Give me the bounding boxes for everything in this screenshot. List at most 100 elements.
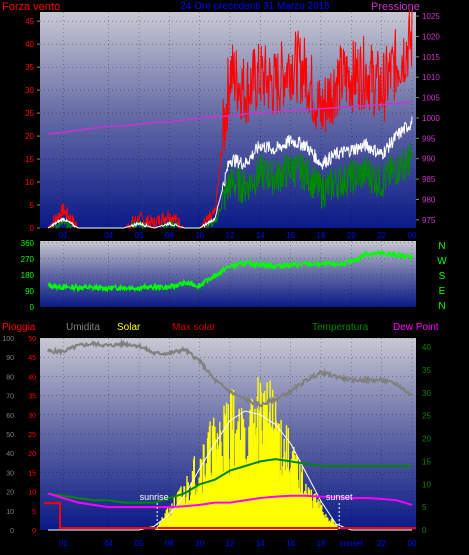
temperature-y-tick-label: 30	[422, 389, 431, 398]
compass-label-n: N	[438, 241, 445, 252]
wind-y-tick-label: 30	[25, 86, 34, 95]
rain-x-tick-label: 00	[408, 539, 417, 548]
humidity-line	[47, 338, 413, 410]
solar-bar	[252, 447, 254, 530]
rain-y-tick-label: 40	[28, 374, 36, 381]
wind-x-tick-label: 20	[347, 231, 356, 240]
direction-y-tick-label: 180	[21, 271, 35, 280]
rain-y-tick-label: 45	[28, 355, 36, 362]
wind-x-tick-label: 14	[256, 231, 265, 240]
max-solar-line	[48, 410, 412, 531]
compass-label-e: E	[439, 286, 446, 297]
rain-y-tick-label: 15	[28, 470, 36, 477]
wind-y-tick-label: 20	[25, 132, 34, 141]
pressure-y-tick-label: 1025	[422, 12, 440, 21]
rain-x-tick-label: 01	[59, 539, 68, 548]
direction-y-tick-label: 360	[21, 239, 35, 248]
compass-label-n: N	[438, 301, 445, 312]
wind-x-tick-label: 00	[408, 231, 417, 240]
pressure-y-tick-label: 1010	[422, 73, 440, 82]
wind-x-tick-label: 10	[195, 231, 204, 240]
rain-y-tick-label: 0	[32, 528, 36, 535]
rain-x-tick-label: sunset	[340, 539, 364, 548]
rain-y-tick-label: 35	[28, 394, 36, 401]
humidity-y-tick-label: 50	[6, 432, 14, 439]
wind-x-tick-label: 04	[104, 231, 113, 240]
humidity-y-axis: 0 10 20 30 40 50 60 70 80 90 100	[2, 336, 14, 535]
legend-item: Solar	[117, 322, 141, 333]
compass-label-s: S	[439, 271, 446, 282]
wind-series	[47, 9, 413, 230]
temperature-y-tick-label: 20	[422, 435, 431, 444]
rain-x-tick-label: 10	[195, 539, 204, 548]
rain-x-tick-label: 12	[226, 539, 235, 548]
solar-bar	[193, 456, 195, 530]
humidity-y-tick-label: 20	[6, 490, 14, 497]
wind-y-tick-label: 40	[25, 40, 34, 49]
solar-bar	[233, 390, 235, 530]
wind-x-tick-label: 16	[286, 231, 295, 240]
temperature-y-tick-label: 15	[422, 457, 431, 466]
pressure-y-tick-label: 1020	[422, 32, 440, 41]
rain-y-tick-label: 5	[32, 509, 36, 516]
humidity-y-tick-label: 30	[6, 470, 14, 477]
wind-x-tick-label: 08	[165, 231, 174, 240]
wind-y-tick-label: 0	[30, 224, 35, 233]
humidity-y-tick-label: 10	[6, 509, 14, 516]
rain-x-tick-label: 18	[317, 539, 326, 548]
solar-bar	[231, 389, 233, 530]
legend-item: Pioggia	[2, 322, 36, 333]
solar-bar	[285, 425, 288, 530]
humidity-y-tick-label: 80	[6, 374, 14, 381]
solar-bar	[297, 499, 300, 530]
rain-line	[44, 502, 416, 529]
rain-x-tick-label: 04	[104, 539, 113, 548]
solar-bar	[301, 465, 303, 530]
compass-label-w: W	[437, 256, 447, 267]
humidity-y-tick-label: 60	[6, 413, 14, 420]
rain-y-tick-label: 30	[28, 413, 36, 420]
wind-direction-line	[47, 249, 413, 293]
wind-y-axis: 0 5 10 15 20 25 30 35 40 45	[25, 17, 40, 233]
solar-bar	[236, 429, 238, 530]
pressure-y-tick-label: 975	[422, 216, 436, 225]
wind-x-tick-label: 18	[317, 231, 326, 240]
sunset-label: sunset	[326, 492, 353, 502]
wind-y-tick-label: 25	[25, 109, 34, 118]
pressure-y-tick-label: 995	[422, 134, 436, 143]
direction-plot-area	[40, 241, 416, 307]
direction-series	[47, 249, 413, 293]
temperature-y-tick-label: 40	[422, 343, 431, 352]
rain-y-tick-label: 25	[28, 432, 36, 439]
legend-item: Umidita	[66, 322, 100, 333]
solar-bar	[278, 423, 280, 530]
rain-x-tick-label: 05	[135, 539, 144, 548]
solar-bar	[206, 438, 209, 530]
rain-y-axis: 0 5 10 15 20 25 30 35 40 45 50	[28, 336, 36, 535]
pressure-y-tick-label: 985	[422, 175, 436, 184]
wind-x-axis: 01 04 05 08 10 12 14 16 18 20 22 00	[59, 231, 417, 240]
humidity-y-tick-label: 0	[10, 528, 14, 535]
pressure-y-tick-label: 980	[422, 195, 436, 204]
temperature-y-tick-label: 35	[422, 366, 431, 375]
pressure-y-tick-label: 1015	[422, 53, 440, 62]
humidity-y-tick-label: 100	[2, 336, 14, 343]
solar-bar	[257, 377, 259, 530]
wind-x-tick-label: 05	[135, 231, 144, 240]
solar-bar	[238, 408, 240, 530]
rain-y-tick-label: 10	[28, 490, 36, 497]
wind-mean-line	[47, 116, 413, 229]
solar-bar	[161, 517, 163, 530]
humidity-y-tick-label: 40	[6, 451, 14, 458]
legend-item: Max solar	[172, 322, 216, 333]
temperature-y-tick-label: 10	[422, 480, 431, 489]
wind-y-tick-label: 15	[25, 155, 34, 164]
temperature-y-axis: 0 5 10 15 20 25 30 35 40	[422, 343, 431, 535]
dew-point-line	[47, 492, 413, 509]
chart-title: 24 Ore precedenti 31 Marzo 2015	[180, 1, 330, 12]
direction-y-tick-label: 90	[25, 287, 34, 296]
